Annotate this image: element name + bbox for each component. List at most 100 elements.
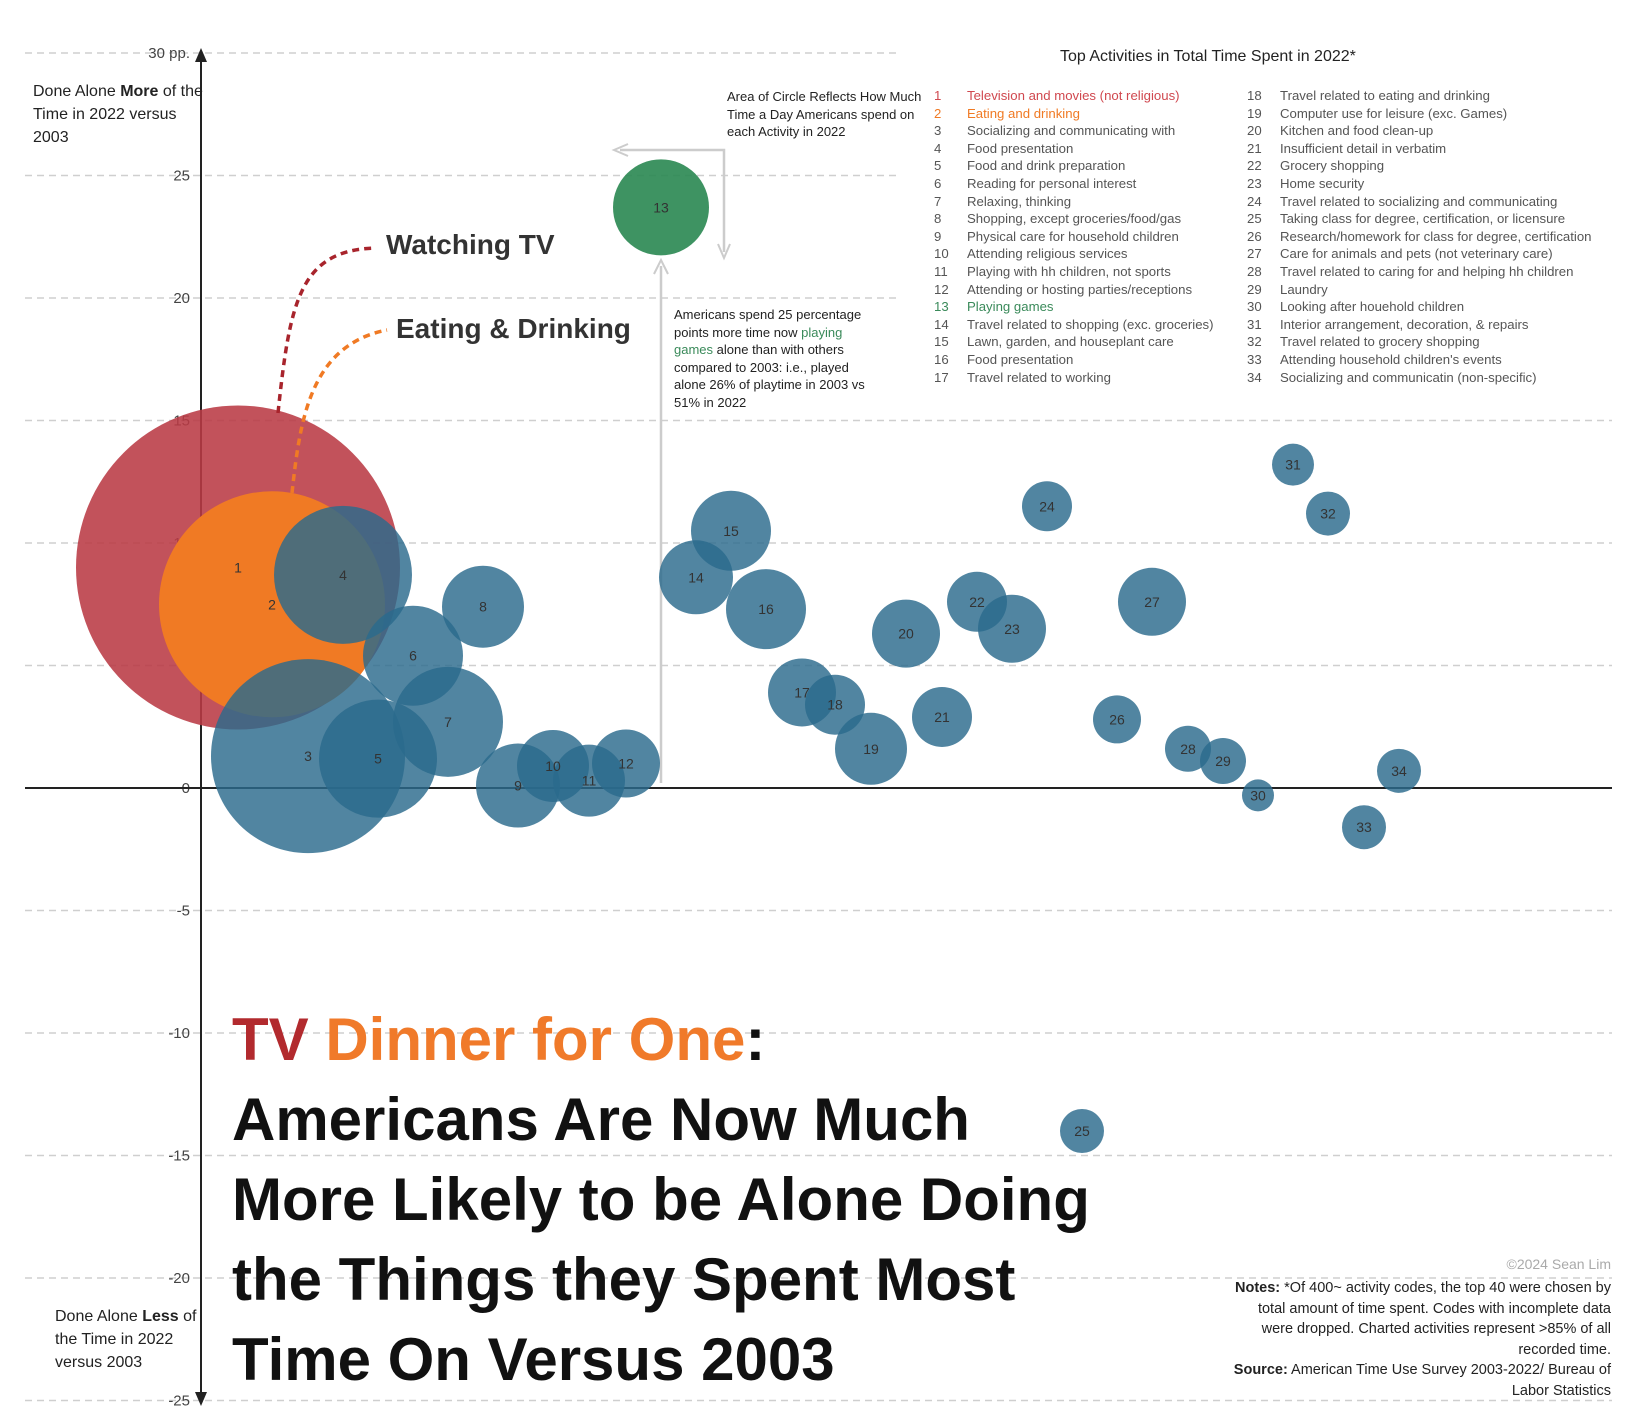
bubble-7 [393,666,503,777]
legend-item-number: 24 [1247,193,1262,209]
legend-item: 33 Attending household children's events [1247,351,1592,369]
legend-item: 26 Research/homework for class for degree… [1247,228,1592,246]
legend-item-number: 28 [1247,263,1262,279]
bubble-label-25: 25 [1074,1123,1090,1139]
bubble-label-3: 3 [304,748,312,764]
legend-item: 5 Food and drink preparation [934,157,1214,175]
bubble-label-2: 2 [268,596,276,612]
legend-item-number: 32 [1247,334,1262,350]
legend-item: 12 Attending or hosting parties/reception… [934,281,1214,299]
legend-item-number: 34 [1247,369,1262,385]
legend-item: 34 Socializing and communicatin (non-spec… [1247,369,1592,387]
legend-item-number: 13 [934,299,949,315]
legend-item-label: Eating and drinking [967,105,1080,121]
bubble-label-20: 20 [898,626,914,642]
legend-item-number: 31 [1247,316,1262,332]
bubble-30 [1242,779,1274,812]
legend-item-number: 21 [1247,140,1262,156]
legend-item-label: Food presentation [967,140,1074,156]
bubble-label-13: 13 [653,199,669,215]
bubble-label-33: 33 [1356,819,1372,835]
legend-item: 19 Computer use for leisure (exc. Games) [1247,105,1592,123]
legend-item-label: Laundry [1280,281,1328,297]
credit: ©2024 Sean Lim [1506,1256,1612,1272]
legend-item: 28 Travel related to caring for and helpi… [1247,263,1592,281]
legend-item-number: 12 [934,281,949,297]
legend-item-number: 33 [1247,351,1262,367]
bubble-label-11: 11 [582,773,597,789]
legend-item: 3 Socializing and communicating with [934,122,1214,140]
y-tick-label: -15 [168,1148,190,1165]
y-tick-label: -25 [168,1393,190,1410]
legend-item-number: 18 [1247,88,1262,103]
eat-connector [290,328,388,494]
legend-item: 18 Travel related to eating and drinking [1247,87,1592,105]
legend-item: 7 Relaxing, thinking [934,193,1214,211]
callout-watching-tv: Watching TV [386,229,555,260]
legend-item-label: Attending or hosting parties/receptions [967,281,1193,297]
legend-item: 2 Eating and drinking [934,105,1214,123]
bubble-33 [1342,805,1386,850]
legend-item-number: 5 [934,158,942,174]
legend-item-label: Computer use for leisure (exc. Games) [1280,105,1508,121]
legend-item: 21 Insufficient detail in verbatim [1247,140,1592,158]
legend-item-number: 10 [934,246,949,262]
legend-item-label: Reading for personal interest [967,175,1137,191]
bubble-4 [274,505,412,644]
legend-item-number: 27 [1247,246,1262,262]
bubble-29 [1200,738,1246,785]
legend-item: 31 Interior arrangement, decoration, & re… [1247,316,1592,334]
legend-item-label: Insufficient detail in verbatim [1280,140,1447,156]
legend-item: 11 Playing with hh children, not sports [934,263,1214,281]
area-annotation-bracket [620,148,726,252]
legend-item-number: 4 [934,140,942,156]
games-annotation-arrow [653,257,669,275]
bubble-15 [691,490,771,571]
legend-item: 1 Television and movies (not religious) [934,87,1214,105]
legend-column-2: 18 Travel related to eating and drinking 1… [1247,87,1592,386]
legend-item-label: Food and drink preparation [967,158,1126,174]
legend-item-number: 7 [934,193,942,209]
legend-item: 22 Grocery shopping [1247,157,1592,175]
bubble-label-7: 7 [444,714,452,730]
bubble-label-16: 16 [758,601,774,617]
legend-item-label: Looking after houehold children [1280,299,1465,315]
legend-item: 16 Food presentation [934,351,1214,369]
legend-item-label: Taking class for degree, certification, … [1280,211,1566,227]
bubble-label-32: 32 [1320,506,1336,522]
bubble-28 [1165,725,1211,772]
legend-item-number: 1 [934,88,942,103]
legend-item-number: 25 [1247,211,1262,227]
legend-item: 8 Shopping, except groceries/food/gas [934,210,1214,228]
y-axis-label-bottom: Done Alone Less of the Time in 2022 vers… [55,1308,197,1371]
annotation-lines [611,143,731,783]
y-tick-label: 20 [173,290,190,307]
y-tick-label: -20 [168,1270,190,1287]
legend-item-number: 11 [934,263,948,279]
legend-item: 15 Lawn, garden, and houseplant care [934,333,1214,351]
legend-item: 30 Looking after houehold children [1247,298,1592,316]
legend-item-label: Relaxing, thinking [967,193,1072,209]
notes: Notes: *Of 400~ activity codes, the top … [1233,1280,1611,1399]
legend-item-label: Travel related to working [967,369,1111,385]
legend-item: 9 Physical care for household children [934,228,1214,246]
callout-eating-drinking: Eating & Drinking [396,313,631,344]
legend-item-label: Travel related to socializing and commun… [1280,193,1558,209]
legend-item-number: 8 [934,211,942,227]
legend-column-1: 1 Television and movies (not religious) 2 E… [934,87,1214,386]
legend-item-number: 16 [934,351,949,367]
legend-item-label: Playing with hh children, not sports [967,263,1171,279]
legend-item: 23 Home security [1247,175,1592,193]
bubble-label-1: 1 [234,560,242,576]
bubble-label-5: 5 [374,751,382,767]
bubble-label-29: 29 [1215,753,1231,769]
legend-item-label: Shopping, except groceries/food/gas [967,211,1182,227]
chart-title: TV Dinner for One: Americans Are Now Much… [232,1006,1090,1393]
legend-item-number: 19 [1247,105,1262,121]
area-bracket-arrow-left [611,143,629,157]
y-tick-label: 30 pp. [148,45,190,62]
legend-item: 17 Travel related to working [934,369,1214,387]
bubble-labels: 1234567891011121314151617181920212223242… [234,199,1407,1139]
legend-item: 4 Food presentation [934,140,1214,158]
